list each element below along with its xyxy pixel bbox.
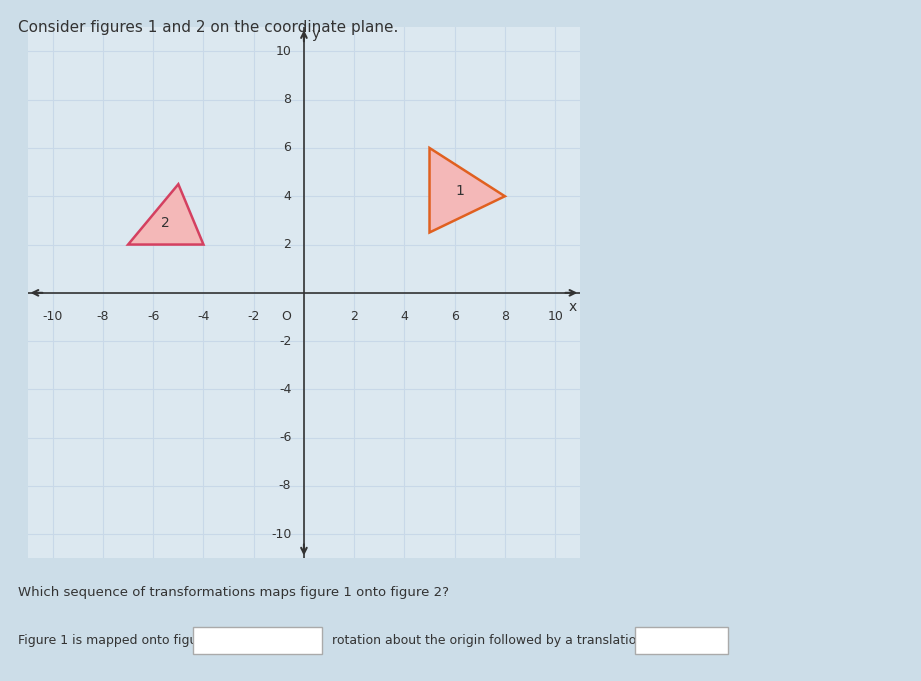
Text: x: x	[568, 300, 577, 315]
Text: 1: 1	[455, 185, 464, 198]
Text: 8: 8	[284, 93, 291, 106]
Text: 4: 4	[401, 310, 408, 323]
Text: Which sequence of transformations maps figure 1 onto figure 2?: Which sequence of transformations maps f…	[18, 586, 449, 599]
Text: -6: -6	[279, 431, 291, 444]
Text: -8: -8	[279, 479, 291, 492]
Text: O: O	[282, 310, 291, 323]
Text: 2: 2	[161, 216, 170, 229]
Text: y: y	[311, 27, 320, 42]
Text: 2: 2	[284, 238, 291, 251]
Text: ▼: ▼	[713, 635, 720, 645]
Text: rotation about the origin followed by a translation of: rotation about the origin followed by a …	[332, 633, 659, 647]
Text: -10: -10	[271, 528, 291, 541]
Text: ▼: ▼	[308, 635, 315, 645]
Text: 2: 2	[350, 310, 358, 323]
Text: -2: -2	[248, 310, 260, 323]
Text: 6: 6	[284, 142, 291, 155]
Text: 10: 10	[275, 45, 291, 58]
Text: -4: -4	[197, 310, 210, 323]
Text: -4: -4	[279, 383, 291, 396]
Text: 8: 8	[501, 310, 509, 323]
Text: -6: -6	[147, 310, 159, 323]
Text: -8: -8	[97, 310, 110, 323]
Text: 4: 4	[284, 190, 291, 203]
Text: -10: -10	[42, 310, 63, 323]
Polygon shape	[429, 148, 505, 232]
Text: 6: 6	[450, 310, 459, 323]
Text: Figure 1 is mapped onto figure 2 by a: Figure 1 is mapped onto figure 2 by a	[18, 633, 253, 647]
Text: 10: 10	[547, 310, 563, 323]
Polygon shape	[128, 184, 204, 244]
Text: -2: -2	[279, 334, 291, 347]
Text: Consider figures 1 and 2 on the coordinate plane.: Consider figures 1 and 2 on the coordina…	[18, 20, 399, 35]
